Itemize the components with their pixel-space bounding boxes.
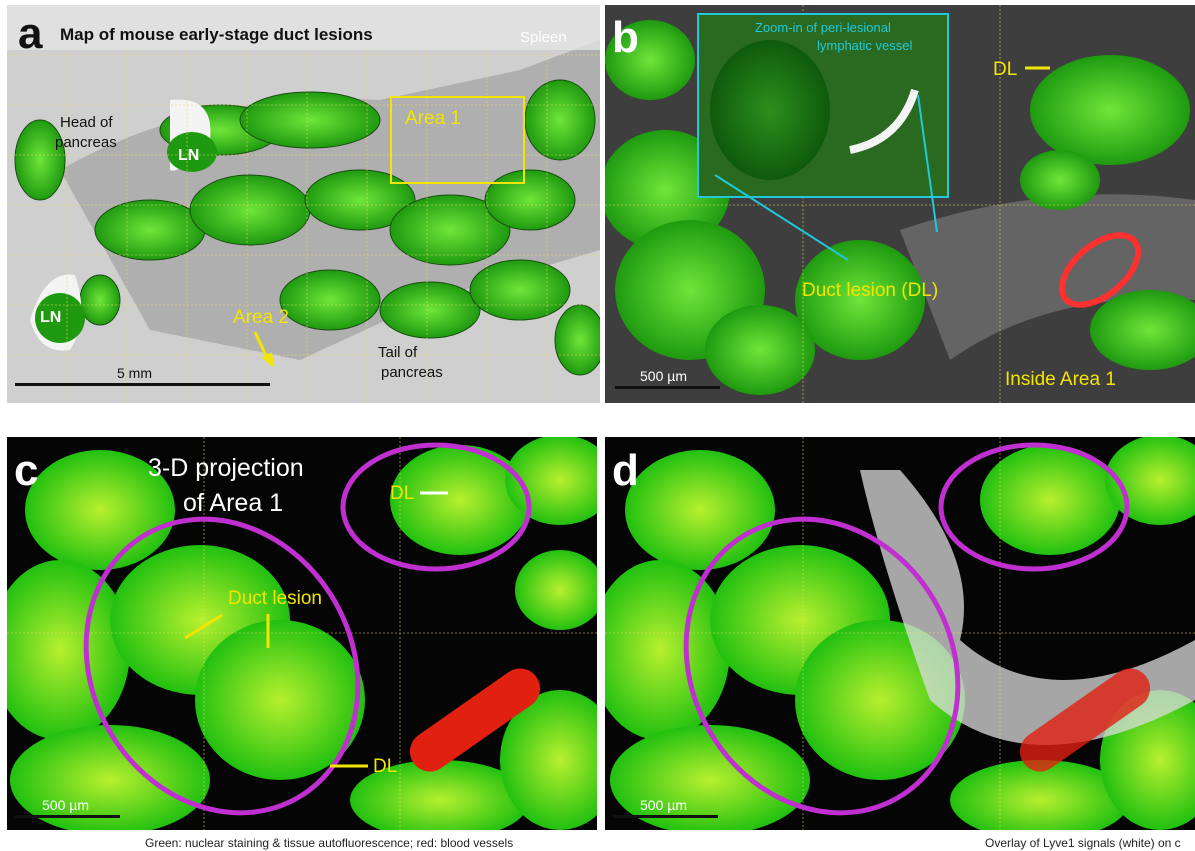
panel-a-image-shape-shape xyxy=(80,275,120,325)
scale-bar xyxy=(615,386,720,389)
label-line: Tail of xyxy=(378,344,418,361)
scale-bar-label: 500 µm xyxy=(640,368,687,384)
panel-title: Map of mouse early-stage duct lesions xyxy=(60,25,373,44)
location-label: Inside Area 1 xyxy=(1005,369,1116,390)
panel-d-image-shape-shape xyxy=(610,725,810,835)
panel-a-image-shape-shape xyxy=(190,175,310,245)
inset-lesion xyxy=(710,40,830,180)
dl-label: DL xyxy=(373,756,397,777)
panel-letter: d xyxy=(612,446,639,495)
dl-label: DL xyxy=(390,483,414,504)
panel-a-image-shape-shape xyxy=(95,200,205,260)
panel-a-image-shape-shape xyxy=(380,282,480,338)
label-line: Head of xyxy=(60,114,113,131)
panel-a-image xyxy=(7,5,605,403)
scale-bar xyxy=(15,383,270,386)
panel-d-image xyxy=(590,435,1195,840)
scale-bar-label: 5 mm xyxy=(117,365,152,381)
area-label: Area 1 xyxy=(405,108,461,129)
panel-a-image-shape-shape xyxy=(485,170,575,230)
panel-letter: c xyxy=(14,446,38,495)
panel-d-image-shape-shape xyxy=(625,450,775,570)
panel-b-image-shape-shape xyxy=(705,305,815,395)
lesion-label: Duct lesion (DL) xyxy=(802,280,938,301)
label-line: lymphatic vessel xyxy=(817,38,912,53)
label-line: Zoom-in of peri-lesional xyxy=(755,20,891,35)
organ-label: Spleen xyxy=(520,29,567,46)
panel-letter: a xyxy=(18,9,43,58)
panel-a-image-shape-shape xyxy=(525,80,595,160)
label-line: pancreas xyxy=(55,134,117,151)
area-label: Area 2 xyxy=(233,307,289,328)
panel-a-image-shape-shape xyxy=(470,260,570,320)
panel-b-image-shape-shape xyxy=(1020,150,1100,210)
panel-c-image-shape-shape xyxy=(10,725,210,835)
ln-label: LN xyxy=(178,147,199,164)
label-line: 3-D projection xyxy=(148,454,304,482)
scale-bar-label: 500 µm xyxy=(42,797,89,813)
panel-a-image-shape-shape xyxy=(240,92,380,148)
panel-d-image-shape-shape xyxy=(590,560,730,740)
figure: a Map of mouse early-stage duct lesions … xyxy=(0,0,1195,851)
scale-bar xyxy=(613,815,718,818)
label-line: of Area 1 xyxy=(183,489,283,517)
panel-b-image-shape-shape xyxy=(1030,55,1190,165)
caption: Green: nuclear staining & tissue autoflu… xyxy=(145,836,513,850)
panel-a-image-shape-shape xyxy=(280,270,380,330)
panel-letter: b xyxy=(612,13,639,62)
lesion-label: Duct lesion xyxy=(228,588,322,609)
panel-c-image-shape-shape xyxy=(515,550,605,630)
dl-label: DL xyxy=(993,59,1017,80)
page: a Map of mouse early-stage duct lesions … xyxy=(0,0,1195,851)
caption: Overlay of Lyve1 signals (white) on c xyxy=(985,836,1181,850)
panel-a-image-shape-shape xyxy=(15,120,65,200)
scale-bar xyxy=(15,815,120,818)
label-line: pancreas xyxy=(381,364,443,381)
panel-a-image-shape-shape xyxy=(555,305,605,375)
scale-bar-label: 500 µm xyxy=(640,797,687,813)
ln-label: LN xyxy=(40,309,61,326)
